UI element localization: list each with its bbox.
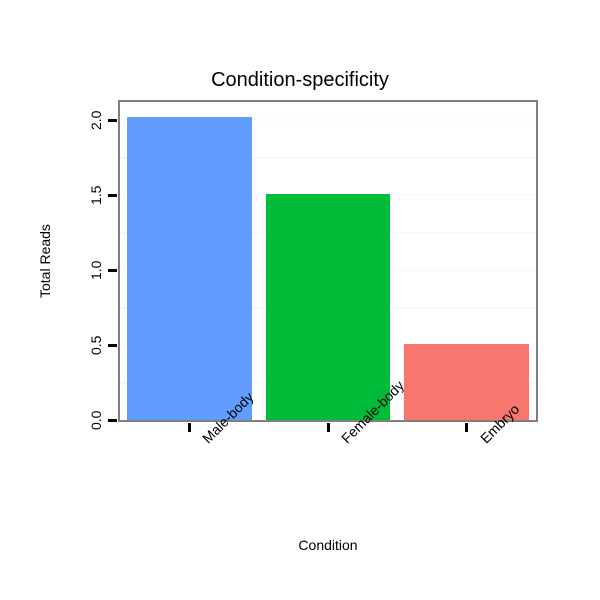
x-axis-title: Condition [298, 537, 358, 553]
gridline-minor [120, 156, 536, 159]
plot-area [120, 102, 536, 420]
bar-male-body[interactable] [126, 117, 252, 420]
x-tick-mark [326, 423, 330, 432]
y-tick-label: 1.5 [88, 185, 104, 205]
bar-embryo[interactable] [404, 343, 530, 420]
x-tick-mark [465, 423, 469, 432]
x-tick-label: Embryo [476, 400, 523, 447]
x-tick-mark [187, 423, 191, 432]
bar-female-body[interactable] [265, 193, 391, 420]
y-tick-mark [108, 268, 117, 272]
plot-panel [118, 100, 538, 422]
y-tick-mark [108, 193, 117, 197]
chart-title: Condition-specificity [211, 69, 389, 91]
y-tick-mark [108, 118, 117, 122]
x-tick-label: Male-body [199, 389, 257, 447]
y-tick-label: 0.0 [88, 410, 104, 430]
y-tick-label: 1.0 [88, 260, 104, 280]
y-tick-mark [108, 418, 117, 422]
y-tick-label: 2.0 [88, 110, 104, 130]
y-axis-title: Total Reads [37, 224, 53, 298]
y-tick-mark [108, 343, 117, 347]
y-tick-label: 0.5 [88, 335, 104, 355]
gridline-major [120, 119, 536, 121]
x-tick-label: Female-body [338, 377, 407, 446]
